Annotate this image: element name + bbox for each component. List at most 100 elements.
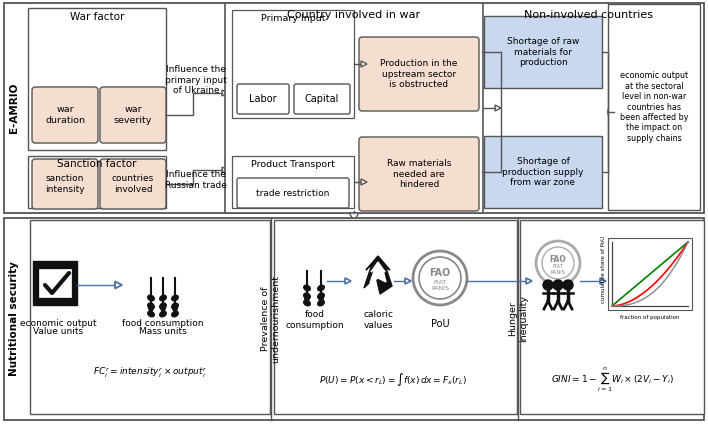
Text: trade restriction: trade restriction <box>256 188 330 197</box>
Text: economic output: economic output <box>20 318 96 327</box>
Text: War factor: War factor <box>70 12 124 22</box>
Text: caloric
values: caloric values <box>363 310 393 330</box>
Text: Influence the
Russian trade: Influence the Russian trade <box>165 170 227 190</box>
Bar <box>484 136 602 208</box>
Ellipse shape <box>172 295 178 301</box>
Text: Nutritional security: Nutritional security <box>9 262 19 377</box>
Text: FIAT: FIAT <box>552 265 564 270</box>
FancyBboxPatch shape <box>32 159 98 209</box>
Ellipse shape <box>173 303 178 311</box>
Text: food consumption: food consumption <box>122 318 204 327</box>
Ellipse shape <box>318 285 324 291</box>
Bar <box>520 220 704 414</box>
Bar <box>4 218 704 420</box>
Text: FAO: FAO <box>429 268 450 278</box>
Ellipse shape <box>149 303 154 311</box>
FancyBboxPatch shape <box>100 87 166 143</box>
Polygon shape <box>608 109 614 115</box>
Text: war
severity: war severity <box>114 105 152 125</box>
Ellipse shape <box>304 293 310 299</box>
Text: cumulative share of PoU: cumulative share of PoU <box>601 235 606 303</box>
Polygon shape <box>600 278 606 284</box>
Bar <box>484 16 602 88</box>
Ellipse shape <box>160 295 166 301</box>
Text: Capital: Capital <box>305 94 339 104</box>
Text: Country involved in war: Country involved in war <box>287 10 421 20</box>
Text: economic output
at the sectoral
level in non-war
countries has
been affected by
: economic output at the sectoral level in… <box>620 71 688 143</box>
Ellipse shape <box>318 300 324 306</box>
Polygon shape <box>115 282 122 288</box>
Ellipse shape <box>148 295 154 301</box>
Polygon shape <box>222 167 228 173</box>
Ellipse shape <box>304 293 309 301</box>
Bar <box>232 10 354 118</box>
Polygon shape <box>350 213 358 222</box>
Ellipse shape <box>319 293 324 301</box>
Text: E-AMRIO: E-AMRIO <box>9 83 19 133</box>
Bar <box>232 156 354 208</box>
FancyBboxPatch shape <box>294 84 350 114</box>
Text: Value units: Value units <box>33 327 83 336</box>
Polygon shape <box>345 278 351 284</box>
Ellipse shape <box>304 300 310 306</box>
Bar <box>608 238 692 310</box>
Text: PANIS: PANIS <box>550 270 566 276</box>
Bar <box>4 3 704 213</box>
Text: food
consumption: food consumption <box>286 310 344 330</box>
Bar <box>33 261 77 305</box>
Ellipse shape <box>161 303 166 311</box>
FancyBboxPatch shape <box>359 37 479 111</box>
Ellipse shape <box>318 293 324 299</box>
Text: Influence the
primary input
of Ukraine: Influence the primary input of Ukraine <box>165 65 227 95</box>
Bar <box>39 269 71 297</box>
Bar <box>30 220 270 414</box>
FancyBboxPatch shape <box>237 178 349 208</box>
Text: war
duration: war duration <box>45 105 85 125</box>
Text: FIAT: FIAT <box>433 279 447 285</box>
Text: Non-involved countries: Non-involved countries <box>523 10 653 20</box>
Polygon shape <box>495 105 501 111</box>
Ellipse shape <box>160 311 166 317</box>
Polygon shape <box>405 278 411 284</box>
Ellipse shape <box>160 303 166 309</box>
Polygon shape <box>361 61 367 67</box>
Polygon shape <box>370 262 386 283</box>
Polygon shape <box>222 90 228 96</box>
Text: Mass units: Mass units <box>139 327 187 336</box>
Text: Labor: Labor <box>249 94 277 104</box>
Bar <box>28 8 166 150</box>
Text: PANIS: PANIS <box>431 285 449 291</box>
Text: Primary Input: Primary Input <box>261 14 325 23</box>
Text: Shortage of
production supply
from war zone: Shortage of production supply from war z… <box>502 157 584 187</box>
Circle shape <box>553 280 563 290</box>
Text: Prevalence of
undernourishment: Prevalence of undernourishment <box>261 275 280 363</box>
Ellipse shape <box>304 285 310 291</box>
Text: $FC_i^r = intensity_i^r \times output_i^r$: $FC_i^r = intensity_i^r \times output_i^… <box>93 366 207 380</box>
Text: fraction of population: fraction of population <box>620 315 680 320</box>
FancyBboxPatch shape <box>359 137 479 211</box>
Ellipse shape <box>148 311 154 317</box>
Text: Shortage of raw
materials for
production: Shortage of raw materials for production <box>507 37 579 67</box>
Polygon shape <box>364 256 392 294</box>
Circle shape <box>563 280 573 290</box>
Text: countries
involved: countries involved <box>112 174 154 194</box>
Text: Hunger
inequality: Hunger inequality <box>508 295 527 342</box>
Text: Product Transport: Product Transport <box>251 160 335 169</box>
Ellipse shape <box>148 303 154 309</box>
Ellipse shape <box>172 303 178 309</box>
Text: $GINI = 1 - \sum_{i=1}^{n} W_i \times (2V_i - Y_i)$: $GINI = 1 - \sum_{i=1}^{n} W_i \times (2… <box>551 366 673 394</box>
Text: Raw materials
needed are
hindered: Raw materials needed are hindered <box>387 159 451 189</box>
Text: PoU: PoU <box>430 319 450 329</box>
Bar <box>608 4 700 210</box>
Ellipse shape <box>172 311 178 317</box>
Bar <box>28 156 166 208</box>
Bar <box>225 3 483 213</box>
Text: Sanction factor: Sanction factor <box>57 159 137 169</box>
Text: $P(U) = P(x < r_L) = \int f(x)\,dx = F_x(r_L)$: $P(U) = P(x < r_L) = \int f(x)\,dx = F_x… <box>319 372 467 389</box>
FancyBboxPatch shape <box>100 159 166 209</box>
Text: FAO: FAO <box>549 255 566 264</box>
FancyBboxPatch shape <box>32 87 98 143</box>
FancyBboxPatch shape <box>237 84 289 114</box>
Bar <box>274 220 517 414</box>
Polygon shape <box>526 278 532 284</box>
